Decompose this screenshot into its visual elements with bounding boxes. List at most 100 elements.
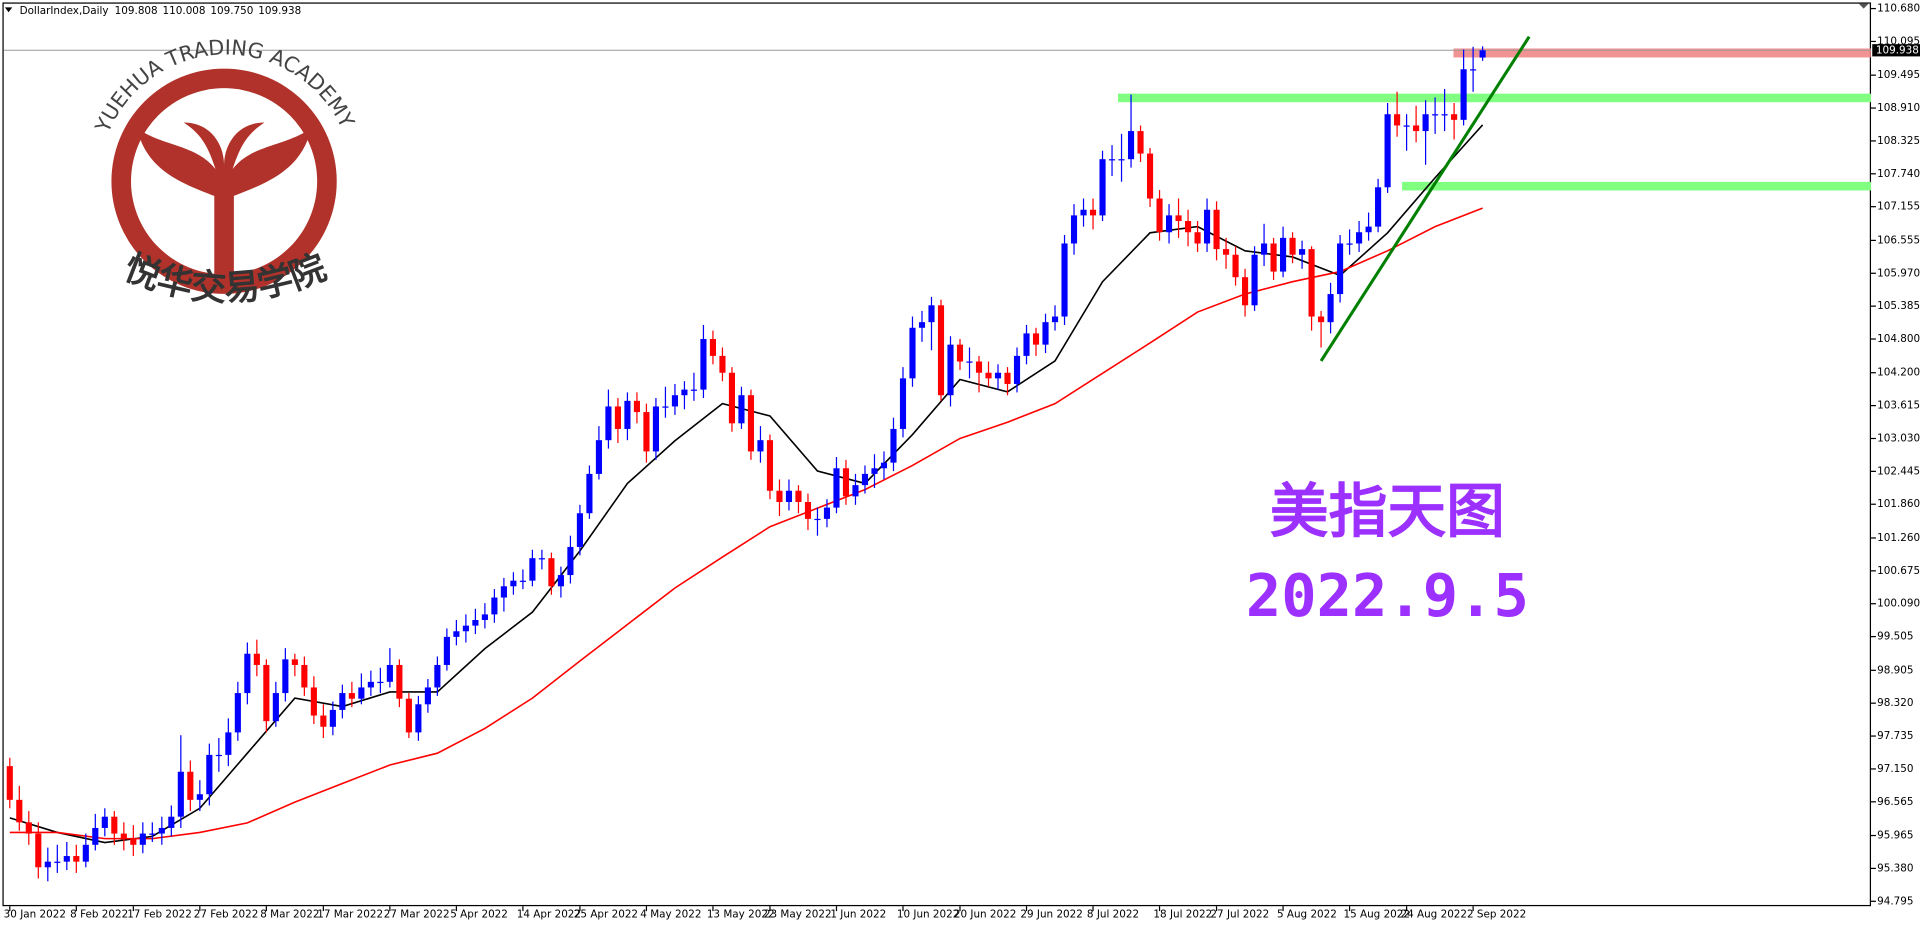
candle-body: [1270, 243, 1277, 272]
candle-body: [766, 440, 774, 491]
candle-body: [215, 754, 222, 757]
candle-body: [310, 687, 317, 716]
candle-body: [1080, 209, 1087, 216]
candle-body: [614, 406, 621, 429]
candle-body: [272, 693, 279, 722]
chart-header: DollarIndex,Daily 109.808 110.008 109.750 10…: [20, 5, 302, 17]
candle-body: [139, 833, 146, 845]
candle-body: [1146, 153, 1154, 199]
annotation-date: 2022.9.5: [1246, 561, 1529, 630]
candle-body: [120, 833, 127, 840]
candle-body: [833, 468, 840, 508]
candle-body: [842, 468, 850, 497]
candle-body: [16, 799, 23, 823]
resistance-zone: [1453, 48, 1872, 58]
x-tick-label: 14 Apr 2022: [517, 909, 581, 921]
candle-body: [168, 816, 175, 828]
logo-symbol: [137, 122, 312, 280]
candle-body: [643, 412, 650, 452]
x-tick-label: 1 Jun 2022: [830, 909, 886, 921]
candle-body: [1184, 221, 1192, 233]
candle-body: [966, 361, 973, 363]
candle-body: [662, 406, 669, 408]
y-tick-label: 101.260: [1877, 532, 1920, 544]
candle-body: [358, 687, 365, 699]
candle-body: [1299, 249, 1306, 255]
candle-body: [1289, 237, 1296, 255]
candle-body: [1118, 159, 1125, 161]
candle-body: [1099, 159, 1106, 216]
x-tick-label: 8 Feb 2022: [70, 909, 128, 921]
y-tick-label: 104.200: [1877, 367, 1920, 379]
candle-body: [453, 631, 460, 637]
candle-body: [519, 580, 526, 582]
candle-body: [1346, 243, 1353, 245]
candle-body: [196, 794, 203, 800]
candle-body: [1213, 209, 1220, 250]
level-line: [1402, 181, 1872, 191]
y-tick-label: 108.910: [1877, 102, 1920, 114]
candle-body: [63, 856, 70, 862]
candle-body: [1004, 372, 1011, 384]
candle-body: [253, 653, 260, 665]
x-tick-label: 27 Feb 2022: [194, 909, 259, 921]
x-tick-label: 25 Apr 2022: [574, 909, 638, 921]
x-tick-label: 5 Aug 2022: [1277, 909, 1337, 921]
y-tick-label: 98.320: [1877, 697, 1913, 709]
candle-body: [1203, 209, 1211, 244]
y-tick-label: 102.445: [1877, 465, 1920, 477]
candle-body: [1394, 114, 1401, 126]
x-tick-label: 17 Mar 2022: [317, 909, 383, 921]
candle-body: [624, 400, 631, 429]
candle-body: [1308, 249, 1315, 317]
candle-body: [1089, 209, 1097, 216]
candle-body: [462, 625, 469, 632]
candle-body: [1441, 114, 1448, 116]
y-tick-label: 106.555: [1877, 234, 1920, 246]
y-tick-label: 105.970: [1877, 267, 1920, 279]
candle-body: [814, 518, 821, 521]
y-tick-label: 101.860: [1877, 498, 1920, 510]
candle-body: [348, 693, 355, 699]
candle-body: [852, 485, 859, 497]
candle-body: [652, 406, 659, 452]
candle-body: [1280, 237, 1287, 272]
candle-body: [1451, 114, 1458, 120]
candle-body: [405, 698, 412, 733]
candle-body: [586, 473, 593, 514]
candle-body: [899, 378, 907, 429]
candle-body: [339, 693, 346, 710]
y-tick-label: 99.505: [1877, 631, 1913, 643]
candle-body: [633, 400, 640, 413]
candle-body: [576, 513, 583, 547]
y-tick-label: 107.155: [1877, 201, 1920, 213]
candle-body: [1061, 243, 1068, 317]
y-tick-label: 104.800: [1877, 333, 1920, 345]
candle-body: [510, 580, 517, 587]
candle-body: [6, 766, 13, 800]
header-open: 109.808: [115, 5, 158, 17]
x-tick-label: 27 Mar 2022: [384, 909, 450, 921]
candle-body: [415, 704, 422, 733]
level-line: [1117, 93, 1872, 103]
candle-body: [1023, 333, 1030, 356]
candle-body: [481, 614, 488, 621]
candle-body: [206, 754, 213, 795]
candle-body: [1127, 131, 1135, 160]
candle-body: [1194, 232, 1201, 244]
candle-body: [1165, 215, 1173, 233]
candle-body: [25, 822, 32, 834]
candle-body: [1175, 215, 1182, 222]
candle-body: [187, 771, 194, 800]
y-tick-label: 97.150: [1877, 763, 1913, 775]
x-tick-label: 17 Feb 2022: [127, 909, 192, 921]
x-tick-label: 8 Jul 2022: [1087, 909, 1139, 921]
candle-body: [434, 664, 441, 688]
candle-body: [263, 664, 270, 722]
candle-body: [681, 389, 688, 396]
candle-body: [1479, 50, 1486, 58]
candle-body: [1403, 125, 1410, 127]
candle-body: [291, 659, 298, 665]
price-box-label: 109.938: [1876, 44, 1919, 56]
candle-body: [130, 839, 137, 845]
